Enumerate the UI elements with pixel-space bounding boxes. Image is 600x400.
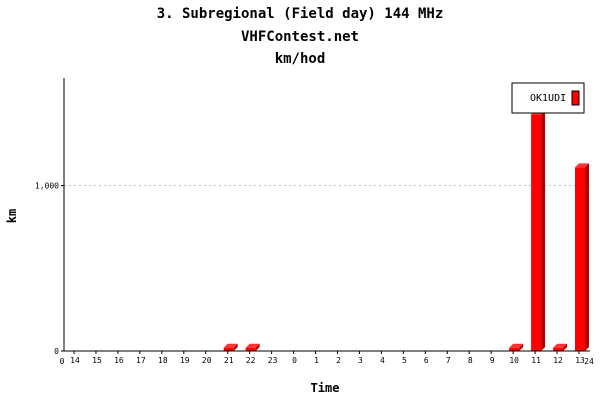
x-tick-label: 16 <box>114 356 124 365</box>
bar-top <box>509 343 524 348</box>
bar-front <box>245 347 256 351</box>
x-tick-label: 11 <box>531 356 541 365</box>
x-ticks: 14 15 16 17 18 19 20 21 22 23 0 1 2 3 4 5 6 7 8 9 10 11 12 13 <box>70 351 585 365</box>
x-tick-label: 10 <box>509 356 519 365</box>
x-tick-label: 9 <box>490 356 495 365</box>
x-tick-label: 3 <box>358 356 363 365</box>
x-tick-label: 21 <box>224 356 234 365</box>
bar <box>575 163 590 351</box>
bar-side <box>519 343 524 351</box>
chart-subtitle-unit: km/hod <box>275 51 326 67</box>
x-tick-label: 19 <box>180 356 190 365</box>
x-tick-label: 14 <box>70 356 80 365</box>
y-ticks: 0 1,000 <box>35 182 64 356</box>
bar-top <box>245 343 260 348</box>
bar <box>245 343 260 351</box>
legend-label: OK1UDI <box>530 93 566 104</box>
bar-side <box>255 343 260 351</box>
bars <box>223 110 590 352</box>
bar-front <box>509 347 520 351</box>
x-axis-start-label: 0 <box>60 357 65 366</box>
bar-front <box>575 167 586 351</box>
x-axis-end-label: 24 <box>584 357 594 366</box>
x-tick-label: 13 <box>575 356 585 365</box>
bar <box>531 110 546 352</box>
legend-swatch <box>571 90 580 106</box>
x-tick-label: 17 <box>136 356 146 365</box>
x-tick-label: 15 <box>92 356 102 365</box>
bar-top <box>553 343 568 348</box>
bar-top <box>575 163 590 168</box>
x-tick-label: 23 <box>268 356 278 365</box>
x-axis-label: Time <box>311 381 340 395</box>
x-tick-label: 6 <box>424 356 429 365</box>
chart-subtitle: VHFContest.net <box>241 29 359 45</box>
legend: OK1UDI <box>511 82 585 114</box>
x-tick-label: 8 <box>468 356 473 365</box>
bar-front <box>553 347 564 351</box>
x-tick-label: 12 <box>553 356 563 365</box>
x-tick-label: 18 <box>158 356 168 365</box>
y-axis-label: km <box>5 209 19 223</box>
x-tick-label: 5 <box>402 356 407 365</box>
x-tick-label: 2 <box>336 356 341 365</box>
x-tick-label: 4 <box>380 356 385 365</box>
bar <box>223 343 238 351</box>
x-tick-label: 0 <box>292 356 297 365</box>
bar-side <box>233 343 238 351</box>
bar-side <box>585 163 590 351</box>
x-tick-label: 22 <box>246 356 256 365</box>
bar-front <box>223 347 234 351</box>
y-tick-label: 0 <box>54 347 59 356</box>
x-tick-label: 1 <box>314 356 319 365</box>
bar-top <box>223 343 238 348</box>
bar-side <box>541 110 546 352</box>
bar <box>509 343 524 351</box>
y-tick-label: 1,000 <box>35 182 59 191</box>
x-tick-label: 7 <box>446 356 451 365</box>
bar <box>553 343 568 351</box>
x-tick-label: 20 <box>202 356 212 365</box>
bar-front <box>531 114 542 352</box>
bar-side <box>563 343 568 351</box>
chart-title: 3. Subregional (Field day) 144 MHz <box>157 6 444 22</box>
